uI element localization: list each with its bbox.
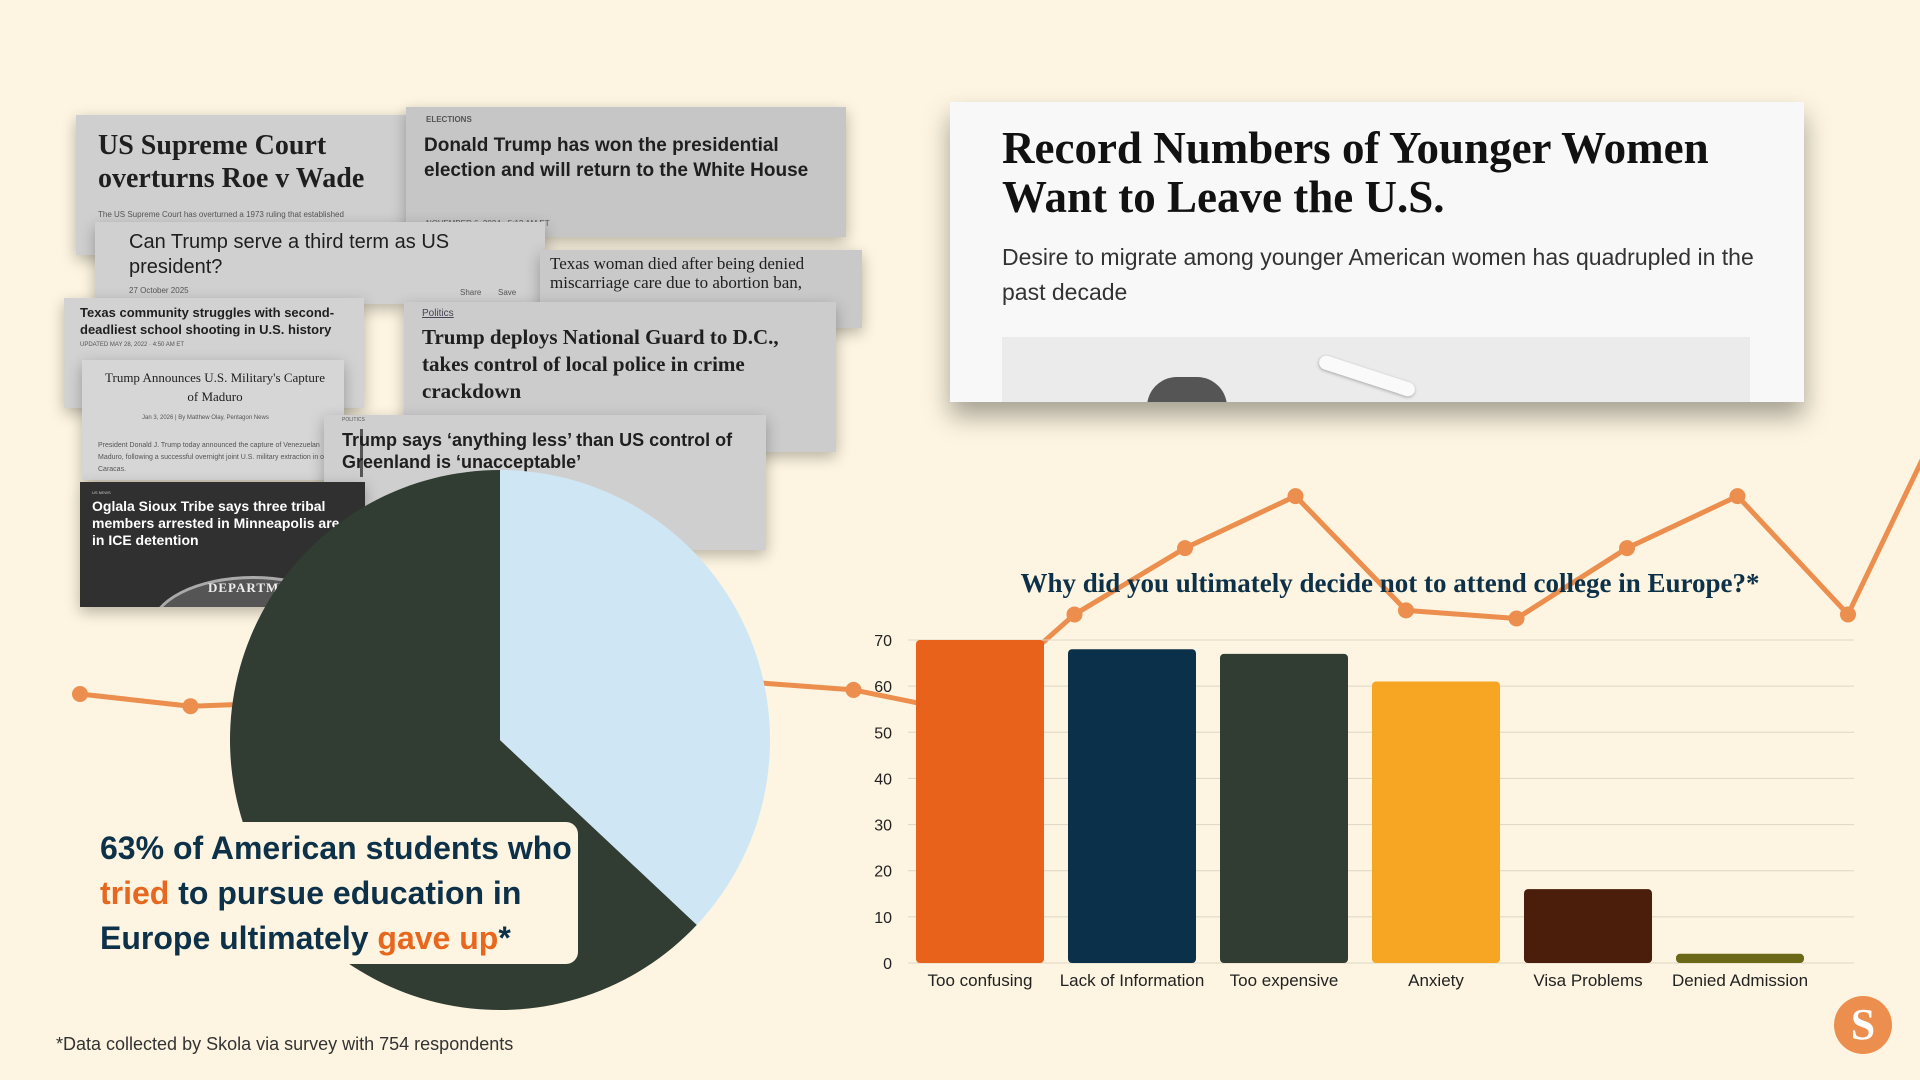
clip-guard-section: Politics xyxy=(422,308,454,319)
clip-maduro: Trump Announces U.S. Military's Capture … xyxy=(82,360,344,480)
x-tick-label: Denied Admission xyxy=(1672,971,1808,990)
clip-guard-title: Trump deploys National Guard to D.C., ta… xyxy=(422,325,779,403)
bar-anxiety xyxy=(1372,681,1500,963)
clip-shooting-date: UPDATED MAY 28, 2022 · 4:50 AM ET xyxy=(80,342,185,348)
y-tick-label: 10 xyxy=(874,910,892,927)
bar-chart-title: Why did you ultimately decide not to att… xyxy=(1020,568,1760,598)
trend-point xyxy=(1619,540,1635,557)
stat-part-2: to pursue education in Europe ultimately xyxy=(100,875,522,956)
y-tick-label: 0 xyxy=(883,956,892,973)
bar-too-confusing xyxy=(916,640,1044,963)
clip-greenland-title: Trump says ‘anything less’ than US contr… xyxy=(342,430,733,472)
clip-greenland-section: POLITICS xyxy=(342,417,365,423)
bar-too-expensive xyxy=(1220,653,1348,963)
clip-roe-title: US Supreme Court overturns Roe v Wade xyxy=(98,130,365,194)
pie-slice-other xyxy=(500,470,770,925)
x-tick-label: Too expensive xyxy=(1230,971,1339,990)
clip-third-term: Can Trump serve a third term as US presi… xyxy=(95,222,545,304)
article-subhead: Desire to migrate among younger American… xyxy=(1002,244,1754,305)
stat-highlight-tried: tried xyxy=(100,875,170,911)
trend-point xyxy=(1398,602,1414,619)
article-headline: Record Numbers of Younger Women Want to … xyxy=(1002,123,1709,222)
clip-save-button[interactable]: Save xyxy=(498,288,517,297)
trend-point xyxy=(1840,606,1856,623)
clip-greenland-rule xyxy=(360,429,363,477)
trend-point xyxy=(845,681,862,698)
clip-maduro-byline: Jan 3, 2026 | By Matthew Olay, Pentagon … xyxy=(142,415,269,421)
y-tick-label: 60 xyxy=(874,679,892,696)
trend-point xyxy=(182,698,199,715)
x-tick-label: Visa Problems xyxy=(1533,971,1642,990)
clip-oglala-section: US NEWS xyxy=(92,490,111,495)
stat-callout: 63% of American students who tried to pu… xyxy=(86,822,578,964)
stat-text: 63% of American students who tried to pu… xyxy=(100,826,580,961)
y-tick-label: 50 xyxy=(874,725,892,742)
clip-maduro-body: President Donald J. Trump today announce… xyxy=(98,442,326,473)
skola-logo[interactable]: S xyxy=(1834,996,1892,1054)
trend-point xyxy=(1177,540,1193,557)
clip-election-section: ELECTIONS xyxy=(426,115,472,124)
trend-point xyxy=(1729,488,1746,505)
y-tick-label: 30 xyxy=(874,818,892,835)
bar-chart: 0 10 20 30 40 50 60 70 Too confusing Lack of Info… xyxy=(874,633,1854,990)
tree-image xyxy=(1147,377,1227,402)
clip-third-term-date: 27 October 2025 xyxy=(129,286,189,295)
clip-oglala-title: Oglala Sioux Tribe says three tribal mem… xyxy=(92,498,340,548)
clip-share-button[interactable]: Share xyxy=(460,288,482,297)
trend-point xyxy=(1287,488,1304,505)
stat-part-3: * xyxy=(498,920,511,956)
bar-visa-problems xyxy=(1524,889,1652,963)
bar-denied-admission xyxy=(1676,953,1804,963)
bar-lack-of-information xyxy=(1068,649,1196,963)
article-photo xyxy=(1002,337,1750,402)
trend-point xyxy=(1508,610,1525,627)
y-tick-label: 20 xyxy=(874,864,892,881)
clip-texas-woman-title: Texas woman died after being denied misc… xyxy=(550,254,805,292)
y-tick-label: 70 xyxy=(874,633,892,650)
stat-highlight-gave-up: gave up xyxy=(377,920,499,956)
clip-roe-snippet: The US Supreme Court has overturned a 19… xyxy=(98,210,344,219)
clip-third-term-title: Can Trump serve a third term as US presi… xyxy=(129,231,450,278)
x-tick-label: Too confusing xyxy=(928,971,1033,990)
article-card: Record Numbers of Younger Women Want to … xyxy=(950,102,1804,402)
x-tick-label: Lack of Information xyxy=(1060,971,1205,990)
x-tick-label: Anxiety xyxy=(1408,971,1464,990)
trend-point xyxy=(1066,606,1083,623)
clip-election-title: Donald Trump has won the presidential el… xyxy=(424,135,809,181)
footnote: *Data collected by Skola via survey with… xyxy=(56,1034,514,1054)
trend-point xyxy=(72,686,88,702)
y-tick-label: 40 xyxy=(874,771,892,788)
stat-part-1: 63% of American students who xyxy=(100,830,572,866)
clip-election: ELECTIONS Donald Trump has won the presi… xyxy=(406,107,846,237)
clip-shooting-title: Texas community struggles with second-de… xyxy=(80,305,335,337)
clip-maduro-title: Trump Announces U.S. Military's Capture … xyxy=(105,370,325,404)
